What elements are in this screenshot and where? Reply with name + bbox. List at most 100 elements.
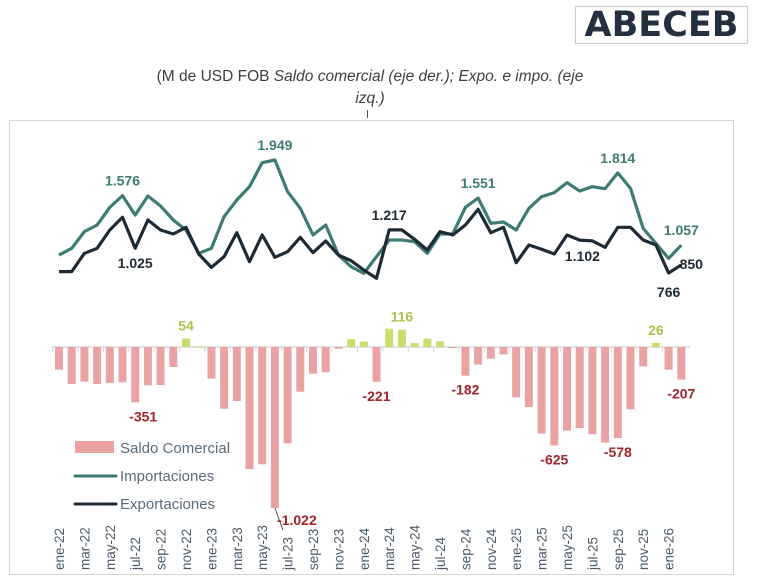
label-exportaciones: 1.025 xyxy=(118,255,153,271)
label-saldo: -351 xyxy=(129,408,157,424)
bar-saldo-mar-25 xyxy=(537,347,546,434)
bar-saldo-abr-23 xyxy=(245,347,254,470)
x-tick-label: ene-25 xyxy=(509,528,524,570)
bar-saldo-oct-22 xyxy=(169,347,178,368)
bar-saldo-dic-25 xyxy=(651,342,660,347)
bar-saldo-oct-23 xyxy=(321,347,330,373)
bar-saldo-jul-22 xyxy=(131,347,140,403)
label-saldo: 26 xyxy=(648,322,664,338)
x-tick-label: sep-25 xyxy=(611,529,626,570)
bar-saldo-nov-23 xyxy=(334,347,343,349)
label-importaciones: 1.551 xyxy=(461,175,496,191)
x-tick-label: sep-22 xyxy=(154,529,169,570)
chart-frame xyxy=(9,120,734,575)
label-exportaciones: 850 xyxy=(680,256,704,272)
x-tick-label: nov-24 xyxy=(484,528,499,570)
bar-saldo-feb-23 xyxy=(220,347,229,409)
label-exportaciones: 1.217 xyxy=(372,207,407,223)
bar-saldo-mar-24 xyxy=(385,328,394,347)
title-tick xyxy=(367,110,368,118)
bar-saldo-nov-22 xyxy=(182,338,190,347)
x-tick-label: sep-24 xyxy=(458,528,473,570)
bar-saldo-nov-24 xyxy=(486,347,495,359)
bar-saldo-oct-25 xyxy=(626,347,635,410)
label-exportaciones: 1.102 xyxy=(565,248,600,264)
label-importaciones: 1.814 xyxy=(600,150,635,166)
x-tick-label: ene-23 xyxy=(204,528,219,570)
chart-subtitle: (M de USD FOB Saldo comercial (eje der.)… xyxy=(150,66,590,110)
legend-label-importaciones: Importaciones xyxy=(120,468,214,485)
bar-saldo-dic-24 xyxy=(499,347,508,355)
legend-label-saldo: Saldo Comercial xyxy=(120,440,230,457)
bar-saldo-may-22 xyxy=(105,347,114,384)
label-importaciones: 1.576 xyxy=(105,173,140,189)
x-tick-label: may-22 xyxy=(103,525,118,570)
line-exportaciones xyxy=(59,207,683,280)
x-tick-label: jul-24 xyxy=(433,536,448,571)
subtitle-italic: Saldo comercial (eje der.); Expo. e impo… xyxy=(273,68,584,107)
bar-saldo-jun-25 xyxy=(575,347,584,428)
bar-saldo-jun-22 xyxy=(118,347,127,383)
bar-saldo-nov-25 xyxy=(639,347,648,367)
label-saldo: -1.022 xyxy=(277,512,317,528)
bar-saldo-feb-25 xyxy=(524,347,533,408)
bar-saldo-mar-23 xyxy=(232,347,241,402)
x-tick-label: may-23 xyxy=(255,525,270,570)
bar-saldo-sep-25 xyxy=(613,347,622,439)
x-tick-label: nov-23 xyxy=(331,529,346,570)
x-tick-label: sep-23 xyxy=(306,529,321,570)
x-tick-label: ene-26 xyxy=(662,528,677,570)
abeceb-logo: ABECEB xyxy=(575,5,748,45)
bar-saldo-ene-25 xyxy=(512,347,521,398)
bar-saldo-ene-24 xyxy=(359,341,368,347)
bar-saldo-jul-25 xyxy=(588,347,597,435)
x-tick-label: jul-25 xyxy=(585,537,600,571)
bar-saldo-abr-22 xyxy=(93,347,102,385)
label-saldo: 54 xyxy=(178,317,194,333)
x-tick-label: mar-24 xyxy=(382,527,397,570)
label-exportaciones: 766 xyxy=(657,284,681,300)
bar-saldo-sep-22 xyxy=(156,347,165,385)
x-tick-label: mar-22 xyxy=(77,527,92,570)
label-saldo: -182 xyxy=(451,382,479,398)
line-importaciones xyxy=(58,158,683,275)
label-saldo: -221 xyxy=(362,388,390,404)
bar-saldo-feb-26 xyxy=(677,347,686,380)
bar-saldo-ago-23 xyxy=(296,347,305,392)
bar-saldo-jun-24 xyxy=(423,338,432,347)
bar-saldo-ago-22 xyxy=(143,347,152,386)
bar-saldo-feb-22 xyxy=(67,347,76,385)
x-tick-label: jul-23 xyxy=(281,537,296,571)
label-saldo: 116 xyxy=(391,309,414,325)
bar-saldo-may-25 xyxy=(563,347,571,431)
x-tick-label: mar-25 xyxy=(535,527,550,570)
bar-saldo-jul-23 xyxy=(283,347,292,444)
x-tick-label: may-25 xyxy=(560,525,575,570)
bar-saldo-may-23 xyxy=(258,347,267,465)
bar-saldo-ene-23 xyxy=(207,347,216,379)
bar-saldo-oct-24 xyxy=(474,347,483,365)
x-tick-label: nov-25 xyxy=(636,529,651,570)
leader-line xyxy=(274,507,284,531)
bar-saldo-ene-22 xyxy=(55,347,63,370)
bar-saldo-sep-23 xyxy=(309,347,317,374)
legend-swatch-saldo xyxy=(75,441,114,453)
bar-saldo-ago-25 xyxy=(601,347,610,443)
x-tick-label: may-24 xyxy=(408,524,423,570)
label-saldo: -207 xyxy=(667,386,695,402)
label-saldo: -625 xyxy=(540,451,568,467)
x-tick-label: nov-22 xyxy=(179,529,194,570)
bar-saldo-jun-23 xyxy=(270,347,279,508)
bar-saldo-ago-24 xyxy=(448,347,457,348)
x-tick-label: mar-23 xyxy=(230,527,245,570)
x-tick-label: ene-24 xyxy=(357,527,372,570)
subtitle-prefix: (M de USD FOB xyxy=(156,68,274,85)
label-importaciones: 1.949 xyxy=(257,137,292,153)
x-tick-label: ene-22 xyxy=(52,528,67,570)
bar-saldo-jul-24 xyxy=(436,341,444,347)
x-tick-label: jul-22 xyxy=(128,537,143,571)
bar-saldo-feb-24 xyxy=(372,347,381,382)
label-importaciones: 1.057 xyxy=(664,222,699,238)
bar-saldo-ene-26 xyxy=(664,347,673,370)
